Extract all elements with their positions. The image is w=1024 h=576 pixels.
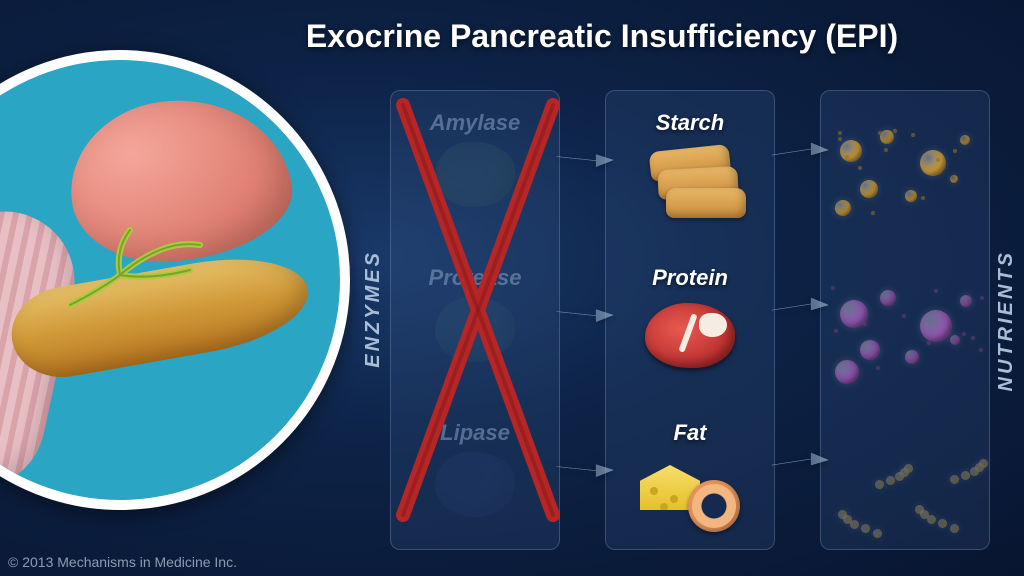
food-protein: Protein [605,265,775,375]
food-illustration [640,295,740,375]
enzyme-blob-icon [435,142,515,207]
enzymes-vertical-label: ENZYMES [362,250,385,368]
nutrient-row-1 [820,280,990,400]
page-title: Exocrine Pancreatic Insufficiency (EPI) [0,18,1024,55]
nutrients-vertical-label: NUTRIENTS [995,250,1018,391]
enzyme-label: Amylase [390,110,560,136]
enzyme-blob-icon [435,452,515,517]
arrow-1 [770,135,830,165]
enzyme-protease: Protease [390,265,560,362]
enzyme-label: Lipase [390,420,560,446]
food-starch: Starch [605,110,775,220]
arrow-2 [555,300,615,330]
arrow-4 [555,455,615,485]
food-fat: Fat [605,420,775,530]
food-label: Protein [605,265,775,291]
food-label: Fat [605,420,775,446]
food-illustration [640,140,740,220]
stomach-illustration [60,85,300,274]
food-illustration [640,450,740,530]
arrow-3 [770,290,830,320]
enzyme-label: Protease [390,265,560,291]
arrow-0 [555,145,615,175]
enzyme-blob-icon [435,297,515,362]
nutrient-row-2 [820,440,990,560]
enzyme-amylase: Amylase [390,110,560,207]
food-label: Starch [605,110,775,136]
copyright-text: © 2013 Mechanisms in Medicine Inc. [8,554,237,570]
enzyme-lipase: Lipase [390,420,560,517]
nutrient-row-0 [820,120,990,240]
arrow-5 [770,445,830,475]
